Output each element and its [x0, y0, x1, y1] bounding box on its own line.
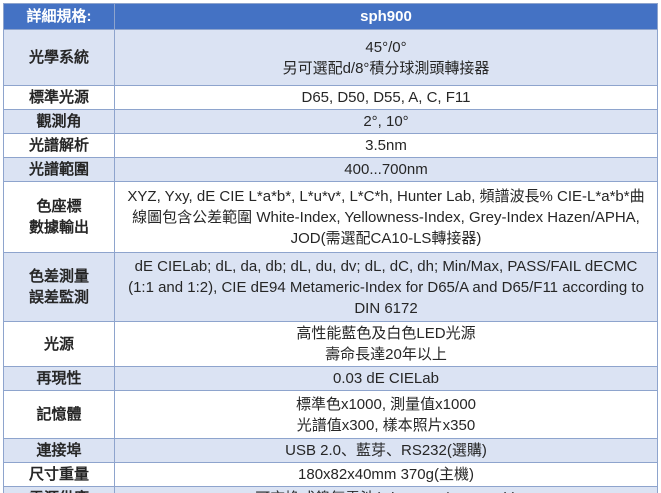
table-row: 光譜解析 3.5nm [4, 133, 657, 157]
row-value: 45°/0° 另可選配d/8°積分球測頭轉接器 [282, 38, 490, 77]
header-value-cell: sph900 [360, 8, 412, 25]
row-value: 180x82x40mm 370g(主機) [298, 466, 474, 483]
table-row: 電源供應 可交換式鎳氫電池(NimH, 6V/1100mAh) [4, 486, 657, 493]
row-value: 2°, 10° [363, 113, 409, 130]
row-value: 3.5nm [365, 137, 407, 154]
row-label: 連接埠 [4, 439, 115, 462]
row-label: 電源供應 [4, 487, 115, 493]
row-label: 標準光源 [4, 86, 115, 109]
table-row: 連接埠 USB 2.0、藍芽、RS232(選購) [4, 438, 657, 462]
spec-table: 詳細規格: sph900 光學系統 45°/0° 另可選配d/8°積分球測頭轉接… [3, 3, 658, 493]
row-label: 光譜範圍 [4, 158, 115, 181]
row-value: 高性能藍色及白色LED光源 壽命長達20年以上 [296, 325, 476, 363]
row-value: 0.03 dE CIELab [333, 370, 439, 387]
row-label: 色座標 數據輸出 [4, 182, 115, 252]
row-value: 400...700nm [344, 161, 428, 178]
row-label: 光學系統 [4, 30, 115, 85]
row-label: 尺寸重量 [4, 463, 115, 486]
row-value: USB 2.0、藍芽、RS232(選購) [285, 442, 487, 459]
table-row: 色座標 數據輸出 XYZ, Yxy, dE CIE L*a*b*, L*u*v*… [4, 181, 657, 252]
row-label: 光源 [4, 322, 115, 366]
row-value: 標準色x1000, 測量值x1000 光譜值x300, 樣本照片x350 [295, 395, 477, 434]
row-label: 色差測量 誤差監測 [4, 253, 115, 321]
row-label: 記憶體 [4, 391, 115, 438]
table-row: 光譜範圍 400...700nm [4, 157, 657, 181]
row-label: 再現性 [4, 367, 115, 390]
table-row: 色差測量 誤差監測 dE CIELab; dL, da, db; dL, du,… [4, 252, 657, 321]
row-value: XYZ, Yxy, dE CIE L*a*b*, L*u*v*, L*C*h, … [127, 187, 645, 247]
row-label: 光譜解析 [4, 134, 115, 157]
table-row: 觀測角 2°, 10° [4, 109, 657, 133]
row-value: 可交換式鎳氫電池(NimH, 6V/1100mAh) [115, 487, 657, 493]
row-value: dE CIELab; dL, da, db; dL, du, dv; dL, d… [128, 257, 644, 317]
row-label: 觀測角 [4, 110, 115, 133]
table-row: 尺寸重量 180x82x40mm 370g(主機) [4, 462, 657, 486]
table-row: 光學系統 45°/0° 另可選配d/8°積分球測頭轉接器 [4, 29, 657, 85]
header-label-cell: 詳細規格: [4, 4, 115, 29]
table-row: 光源 高性能藍色及白色LED光源 壽命長達20年以上 [4, 321, 657, 366]
table-row: 記憶體 標準色x1000, 測量值x1000 光譜值x300, 樣本照片x350 [4, 390, 657, 438]
table-row: 再現性 0.03 dE CIELab [4, 366, 657, 390]
table-header-row: 詳細規格: sph900 [4, 4, 657, 29]
table-row: 標準光源 D65, D50, D55, A, C, F11 [4, 85, 657, 109]
row-value: D65, D50, D55, A, C, F11 [301, 89, 471, 106]
